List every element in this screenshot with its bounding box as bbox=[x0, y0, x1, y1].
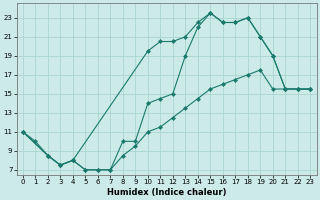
X-axis label: Humidex (Indice chaleur): Humidex (Indice chaleur) bbox=[107, 188, 226, 197]
